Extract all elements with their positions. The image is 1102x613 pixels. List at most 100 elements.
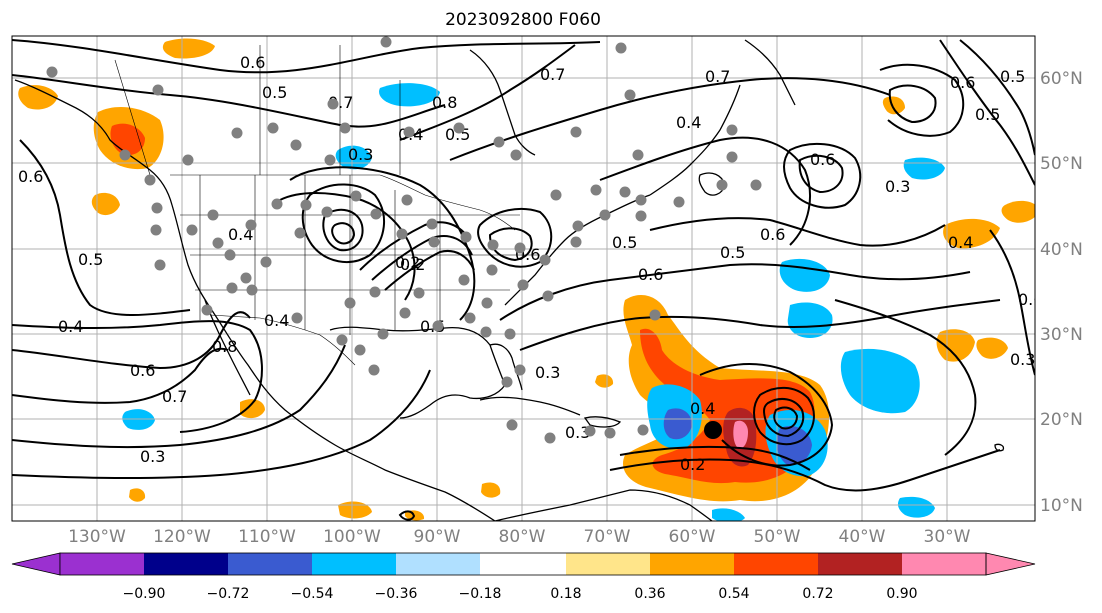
station-marker xyxy=(154,259,166,271)
negative-anomaly-core-east xyxy=(663,408,692,440)
contour-line xyxy=(989,229,1035,376)
colorbar-segment xyxy=(396,553,480,575)
contour-label: 0.3 xyxy=(140,447,165,466)
station-marker xyxy=(570,126,582,138)
contour-label: 0.6 xyxy=(18,167,43,186)
contour-line xyxy=(279,192,416,301)
station-marker xyxy=(294,227,306,239)
station-marker xyxy=(464,312,476,324)
colorbar-segment xyxy=(902,553,986,575)
station-marker xyxy=(514,364,526,376)
contour-line xyxy=(449,77,891,161)
station-marker xyxy=(460,231,472,243)
contour-label: 0.5 xyxy=(262,83,287,102)
station-marker xyxy=(635,194,647,206)
contour-label: 0.5 xyxy=(1000,67,1025,86)
contour-label: 0.4 xyxy=(676,113,701,132)
lon-tick-label: 30°W xyxy=(924,527,971,547)
contour-line xyxy=(399,44,576,141)
station-marker xyxy=(327,98,339,110)
contour-label: 0.6 xyxy=(950,73,975,92)
station-marker xyxy=(432,320,444,332)
coastline-greenland xyxy=(744,39,796,106)
station-marker xyxy=(480,326,492,338)
contour-line xyxy=(879,63,965,137)
colorbar-tick-label: −0.36 xyxy=(375,586,418,602)
colorbar-extend-low xyxy=(11,552,61,576)
station-marker xyxy=(119,149,131,161)
station-marker xyxy=(201,304,213,316)
colorbar-tick-label: −0.18 xyxy=(459,586,502,602)
border-alaska-canada xyxy=(114,59,151,176)
contour-label: 0.3 xyxy=(535,363,560,382)
station-marker xyxy=(726,124,738,136)
station-marker xyxy=(517,279,529,291)
station-marker xyxy=(604,427,616,439)
station-marker xyxy=(182,154,194,166)
station-marker xyxy=(615,42,627,54)
station-marker xyxy=(619,186,631,198)
contour-label: 0.7 xyxy=(705,67,730,86)
negative-anomaly-region-pacific xyxy=(122,409,155,430)
coastline-hudson-bay xyxy=(469,49,536,156)
border-us-canada xyxy=(170,174,516,231)
lon-tick-label: 130°W xyxy=(68,527,126,547)
contour-line xyxy=(499,263,971,321)
positive-anomaly-region-east-atlantic xyxy=(943,218,1000,249)
colorbar: −0.90 −0.72 −0.54 −0.36 −0.18 0.18 0.36 … xyxy=(11,552,1036,602)
colorbar-segment xyxy=(144,553,228,575)
contour-lines xyxy=(12,39,1035,521)
station-marker xyxy=(403,126,415,138)
colorbar-tick-label: −0.54 xyxy=(291,586,334,602)
contour-line xyxy=(12,311,251,370)
contour-line xyxy=(649,217,946,247)
station-marker xyxy=(673,196,685,208)
station-marker xyxy=(144,174,156,186)
station-marker xyxy=(570,236,582,248)
positive-anomaly-region-far-east xyxy=(1001,200,1035,223)
colorbar-extend-high xyxy=(985,552,1036,576)
station-marker xyxy=(399,307,411,319)
coastline-west-coast xyxy=(171,204,386,471)
station-marker xyxy=(207,209,219,221)
contour-label: 0.2 xyxy=(395,253,420,272)
colorbar-tick-label: 0.54 xyxy=(718,586,749,602)
positive-anomaly-region-pacific-nw xyxy=(91,192,120,216)
station-marker xyxy=(493,136,505,148)
contour-line xyxy=(599,136,811,246)
lon-tick-label: 90°W xyxy=(414,527,461,547)
contour-line xyxy=(753,386,815,446)
contour-label: 0.6 xyxy=(240,53,265,72)
contour-label: 0.7 xyxy=(540,65,565,84)
station-marker xyxy=(46,66,58,78)
contour-line xyxy=(12,74,446,128)
coastline-newfoundland xyxy=(698,172,726,196)
positive-anomaly-region-north-atlantic xyxy=(882,96,905,115)
contour-line xyxy=(384,250,475,291)
station-marker xyxy=(481,297,493,309)
colorbar-tick-label: −0.90 xyxy=(123,586,166,602)
contour-line xyxy=(289,166,476,321)
lon-tick-label: 120°W xyxy=(153,527,211,547)
station-marker xyxy=(354,344,366,356)
station-marker xyxy=(291,312,303,324)
station-marker xyxy=(150,224,162,236)
station-marker xyxy=(370,208,382,220)
contour-line xyxy=(331,222,356,245)
contour-line xyxy=(834,299,977,456)
station-marker xyxy=(458,274,470,286)
coastline-central-america xyxy=(384,469,496,521)
lon-tick-label: 70°W xyxy=(584,527,631,547)
contour-label: 0.3 xyxy=(565,423,590,442)
station-marker xyxy=(300,199,312,211)
station-marker xyxy=(186,224,198,236)
plot-frame xyxy=(11,35,1036,522)
contour-line xyxy=(939,39,1035,186)
negative-anomaly-region-canada xyxy=(379,83,440,107)
storm-center-marker xyxy=(704,421,722,439)
station-marker xyxy=(584,425,596,437)
station-marker xyxy=(590,184,602,196)
coastline-florida xyxy=(489,343,523,391)
contour-labels: 0.4 0.5 0.6 0.7 0.8 0.3 0.2 0.5 0.6 0.4 … xyxy=(18,53,1035,474)
contour-line xyxy=(301,183,386,263)
